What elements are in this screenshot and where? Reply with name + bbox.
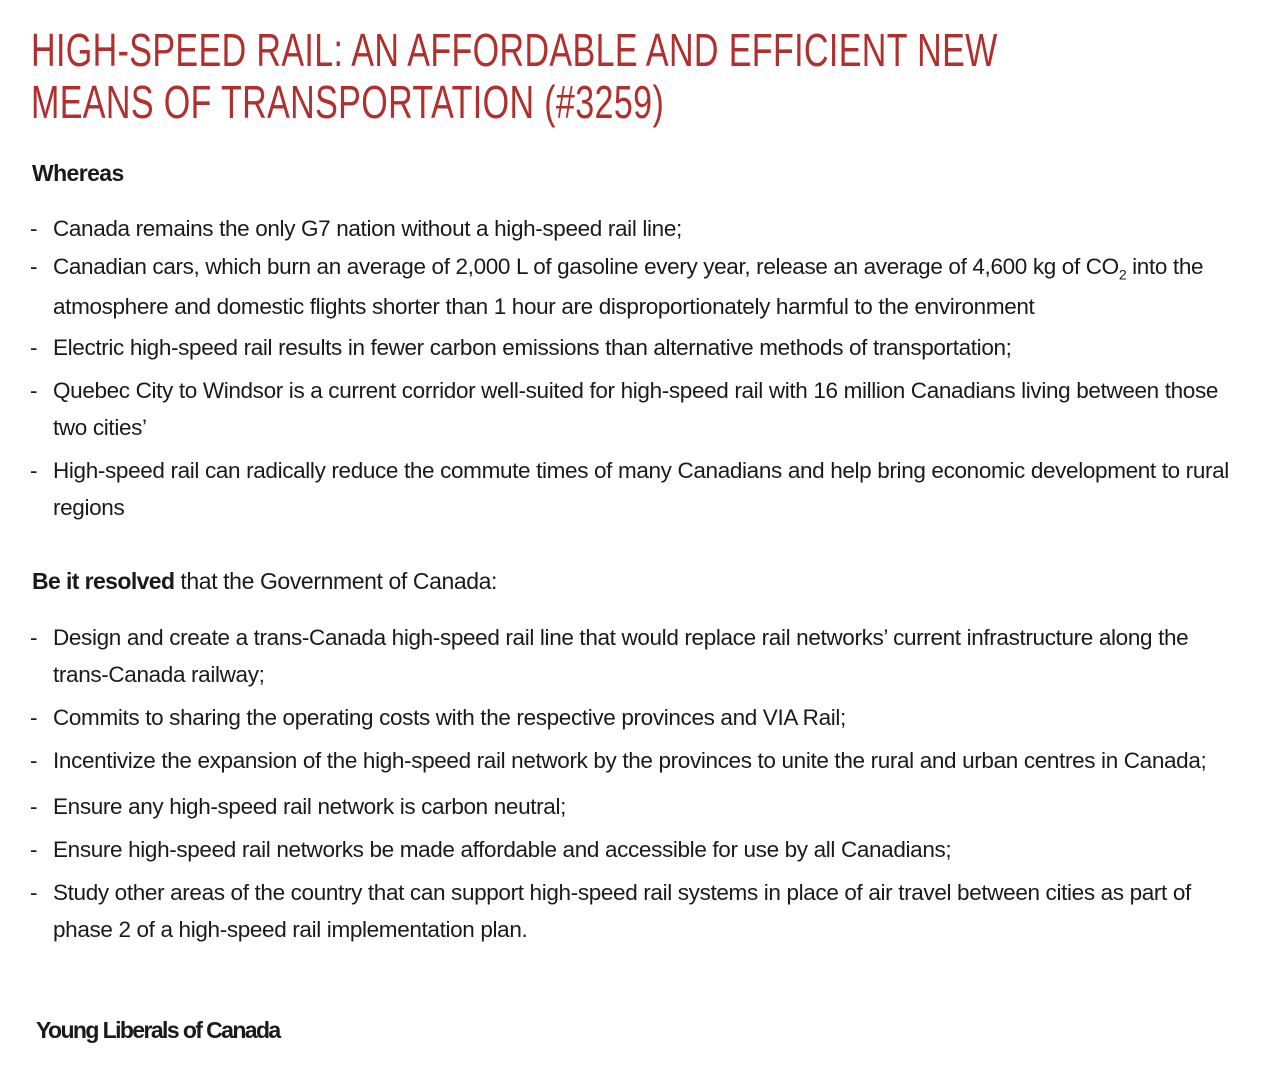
resolution-item: Ensure high-speed rail networks be made … bbox=[28, 831, 1248, 868]
text-segment: Canadian cars, which burn an average of … bbox=[53, 254, 1119, 279]
resolution-item: Study other areas of the country that ca… bbox=[28, 874, 1248, 948]
signature: Young Liberals of Canada bbox=[36, 1017, 281, 1043]
resolution-item: Incentivize the expansion of the high-sp… bbox=[28, 739, 1248, 782]
resolution-item: Ensure any high-speed rail network is ca… bbox=[28, 788, 1248, 825]
resolutions-list: Design and create a trans-Canada high-sp… bbox=[28, 619, 1248, 954]
whereas-item: Quebec City to Windsor is a current corr… bbox=[28, 372, 1248, 446]
resolved-intro: Be it resolved that the Government of Ca… bbox=[32, 568, 497, 595]
resolution-item: Design and create a trans-Canada high-sp… bbox=[28, 619, 1248, 693]
whereas-item: Canadian cars, which burn an average of … bbox=[28, 251, 1248, 323]
whereas-list: Canada remains the only G7 nation withou… bbox=[28, 210, 1248, 532]
resolution-title: HIGH-SPEED RAIL: AN AFFORDABLE AND EFFIC… bbox=[31, 24, 998, 128]
whereas-item: High-speed rail can radically reduce the… bbox=[28, 452, 1248, 526]
resolved-text: that the Government of Canada: bbox=[174, 568, 498, 594]
resolution-item: Commits to sharing the operating costs w… bbox=[28, 699, 1248, 736]
whereas-item: Electric high-speed rail results in fewe… bbox=[28, 329, 1248, 366]
text-segment: into the atmosphere and domestic flights… bbox=[53, 254, 1204, 319]
whereas-heading: Whereas bbox=[32, 160, 124, 186]
resolved-bold: Be it resolved bbox=[32, 568, 175, 594]
whereas-item: Canada remains the only G7 nation withou… bbox=[28, 210, 1248, 247]
subscript: 2 bbox=[1118, 266, 1127, 283]
